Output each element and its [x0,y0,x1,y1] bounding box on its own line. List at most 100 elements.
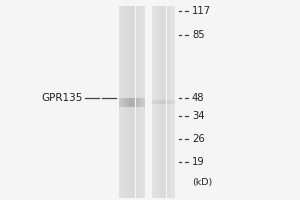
Bar [173,6,174,198]
Bar [138,6,139,198]
Bar [169,6,170,198]
Bar [160,100,161,104]
Bar [167,6,168,198]
Bar [121,6,122,198]
Bar [156,6,157,198]
Bar [164,6,165,198]
Bar [140,6,141,198]
Bar [139,6,140,198]
Bar [154,100,155,104]
Bar [152,100,153,104]
Bar [140,98,141,106]
Bar [129,6,130,198]
Bar [171,100,172,104]
Bar [118,6,119,198]
Bar [158,100,159,104]
Text: 34: 34 [192,111,205,121]
Bar [138,98,139,106]
Bar [125,98,126,106]
Bar [172,6,173,198]
Bar [144,98,145,106]
Text: 117: 117 [192,6,211,16]
Bar [153,100,154,104]
Bar [144,6,145,198]
Bar [139,98,140,106]
Bar [152,6,153,198]
Text: 19: 19 [192,157,205,167]
Bar [167,100,168,104]
Bar [155,6,156,198]
Text: (kD): (kD) [192,179,212,188]
Bar [122,6,123,198]
Bar [119,98,120,106]
Bar [122,98,123,106]
Bar [157,100,158,104]
Bar [130,98,131,106]
Bar [134,6,135,198]
Bar [154,6,155,198]
Bar [135,6,136,198]
Bar [131,6,132,198]
Bar [134,98,135,106]
Bar [173,100,174,104]
Bar [125,6,126,198]
Bar [124,98,125,106]
Bar [126,6,127,198]
Bar [169,100,170,104]
Bar [142,98,143,106]
Bar [160,6,161,198]
Bar [135,98,136,106]
Bar [142,6,143,198]
Bar [165,6,166,198]
Bar [132,6,133,198]
Bar [172,100,173,104]
Bar [163,100,164,104]
Bar [153,6,154,198]
Text: 48: 48 [192,93,205,103]
Bar [163,6,164,198]
Bar [137,6,138,198]
Text: 85: 85 [192,30,205,40]
Bar [133,98,134,106]
Bar [136,98,137,106]
Bar [170,6,171,198]
Bar [123,98,124,106]
Bar [129,98,130,106]
Bar [157,6,158,198]
Bar [121,98,122,106]
Bar [136,6,137,198]
Bar [141,6,142,198]
Bar [126,98,127,106]
Bar [137,98,138,106]
Bar [161,6,162,198]
Bar [171,6,172,198]
Bar [131,98,132,106]
Bar [130,6,131,198]
Bar [155,100,156,104]
Bar [170,100,171,104]
Bar [168,100,169,104]
Bar [124,6,125,198]
Bar [168,6,169,198]
Bar [158,6,159,198]
Bar [164,100,165,104]
Bar [143,98,144,106]
Bar [174,6,175,198]
Bar [174,100,175,104]
Bar [118,98,119,106]
Bar [159,100,160,104]
Bar [128,6,129,198]
Text: 26: 26 [192,134,205,144]
Bar [165,100,166,104]
Bar [156,100,157,104]
Bar [119,6,120,198]
Bar [161,100,162,104]
Bar [133,6,134,198]
Text: GPR135: GPR135 [41,93,82,103]
Bar [141,98,142,106]
Bar [123,6,124,198]
Bar [159,6,160,198]
Bar [132,98,133,106]
Bar [128,98,129,106]
Bar [143,6,144,198]
